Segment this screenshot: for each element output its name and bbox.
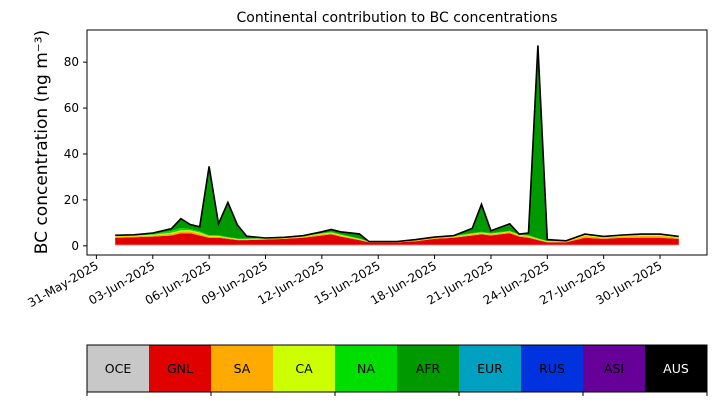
- plot-frame: [86, 29, 708, 256]
- legend-label-na: NA: [357, 361, 375, 376]
- area-series-sa: [115, 231, 679, 243]
- plot-areas: [115, 45, 679, 246]
- legend-swatch-oce: [87, 345, 150, 392]
- y-tick-label: 20: [64, 193, 79, 207]
- legend-swatch-na: [335, 345, 398, 392]
- y-tick-label: 60: [64, 101, 79, 115]
- area-series-oce: [115, 244, 679, 246]
- legend-frame: [86, 344, 708, 393]
- y-axis-label: BC concentration (ng m⁻³): [32, 30, 52, 254]
- legend-label-rus: RUS: [539, 361, 565, 376]
- y-axis: 0 20 40 60 80: [64, 55, 87, 253]
- legend-label-ca: CA: [295, 361, 313, 376]
- legend-label-aus: AUS: [663, 361, 689, 376]
- legend-label-oce: OCE: [105, 361, 132, 376]
- legend-label-sa: SA: [234, 361, 251, 376]
- legend-swatch-ca: [273, 345, 336, 392]
- area-series-gnl: [115, 233, 679, 245]
- legend-swatch-aus: [645, 345, 708, 392]
- legend-swatch-sa: [211, 345, 274, 392]
- y-tick-label: 40: [64, 147, 79, 161]
- x-axis: 31-May-202503-Jun-202506-Jun-202509-Jun-…: [25, 255, 665, 310]
- y-tick-label: 0: [71, 239, 79, 253]
- area-series-na: [115, 227, 679, 242]
- legend-label-gnl: GNL: [167, 361, 193, 376]
- chart-title: Continental contribution to BC concentra…: [236, 10, 557, 26]
- total-line-group: [115, 45, 679, 243]
- legend-swatch-rus: [521, 345, 584, 392]
- legend-swatch-gnl: [149, 345, 212, 392]
- y-tick-label: 80: [64, 55, 79, 69]
- area-series-ca: [115, 230, 679, 242]
- legend-swatch-afr: [397, 345, 460, 392]
- area-series-afr: [115, 45, 679, 242]
- legend-label-afr: AFR: [416, 361, 441, 376]
- total-concentration-line: [115, 45, 679, 243]
- legend: OCE GNL SA CA NA AFR EUR RUS ASI AUS: [86, 344, 708, 396]
- legend-swatch-asi: [583, 345, 646, 392]
- legend-label-asi: ASI: [604, 361, 624, 376]
- legend-label-eur: EUR: [477, 361, 503, 376]
- legend-swatch-eur: [459, 345, 522, 392]
